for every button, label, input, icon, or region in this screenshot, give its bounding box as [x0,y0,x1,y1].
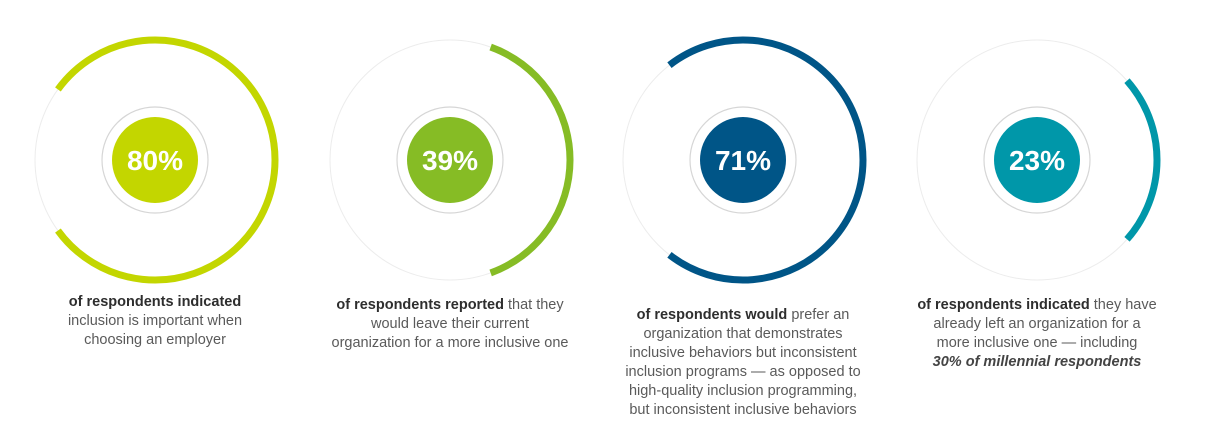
caption-1: of respondents indicated inclusion is im… [20,293,290,350]
donut-chart-4: 23% [916,39,1161,281]
progress-arc [55,36,279,284]
caption-line: they have [1093,297,1157,313]
caption-line: prefer an [791,307,850,323]
caption-lead: of respondents would [636,307,788,323]
value-circle [407,117,493,203]
caption-line: high-quality inclusion programming, [628,383,858,399]
value-label: 39% [422,145,478,176]
caption-3: of respondents would prefer an organizat… [603,306,883,420]
caption-line: inclusive behaviors but inconsistent [629,345,857,361]
caption-line: more inclusive one — including [936,335,1138,351]
inner-ring [689,106,797,214]
caption-4: of respondents indicated they have alrea… [897,296,1177,372]
caption-line: organization for a more inclusive one [331,335,569,351]
caption-lead: of respondents reported [336,297,504,313]
donut-chart-3: 71% [622,36,867,284]
progress-arc [667,36,867,284]
caption-line: organization that demonstrates [643,326,843,342]
value-circle [994,117,1080,203]
caption-line: would leave their current [371,316,529,332]
progress-arc [1124,78,1161,242]
value-label: 80% [127,145,183,176]
inner-ring [101,106,209,214]
caption-lead: of respondents indicated [68,294,242,310]
value-label: 23% [1009,145,1065,176]
caption-line: inclusion is important when [67,313,243,329]
caption-lead: of respondents indicated [917,297,1090,313]
caption-note: 30% of millennial respondents [932,354,1142,370]
caption-line: already left an organization for a [933,316,1141,332]
inner-ring [396,106,504,214]
donut-chart-2: 39% [329,39,574,281]
caption-line: choosing an employer [84,332,226,348]
value-label: 71% [715,145,771,176]
caption-line: that they [507,297,564,313]
caption-2: of respondents reported that they would … [310,296,590,353]
donut-chart-1: 80% [34,36,279,284]
caption-line: but inconsistent inclusive behaviors [629,402,857,418]
progress-arc [489,43,574,277]
value-circle [112,117,198,203]
value-circle [700,117,786,203]
inner-ring [983,106,1091,214]
caption-line: inclusion programs — as opposed to [625,364,861,380]
